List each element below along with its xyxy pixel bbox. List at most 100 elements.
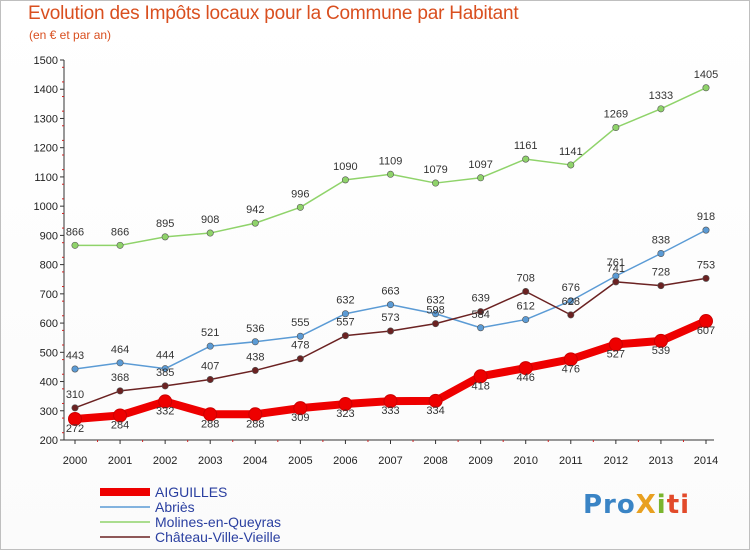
data-label: 1333 [649, 90, 673, 102]
data-label: 676 [562, 282, 580, 294]
data-label: 612 [517, 301, 535, 313]
data-point [116, 387, 124, 395]
x-tick-label: 2004 [243, 455, 267, 467]
data-label: 334 [426, 405, 444, 417]
data-point [296, 332, 304, 340]
x-tick-label: 2010 [513, 455, 537, 467]
data-point [477, 324, 485, 332]
data-point [702, 274, 710, 282]
data-label: 918 [697, 211, 715, 223]
legend: AIGUILLESAbrièsMolines-en-QueyrasChâteau… [100, 484, 281, 545]
data-label: 323 [336, 408, 354, 420]
x-tick-label: 2000 [63, 455, 87, 467]
data-label: 539 [652, 345, 670, 357]
data-point [522, 316, 530, 324]
legend-label: Molines-en-Queyras [155, 514, 281, 530]
data-label: 407 [201, 360, 219, 372]
x-tick-label: 2012 [604, 455, 628, 467]
data-label: 1161 [514, 140, 538, 152]
data-point [522, 288, 530, 296]
data-label: 1090 [333, 161, 357, 173]
x-tick-label: 2013 [649, 455, 673, 467]
data-label: 1109 [379, 155, 403, 167]
data-label: 438 [246, 351, 264, 363]
data-label: 866 [111, 226, 129, 238]
data-label: 908 [201, 214, 219, 226]
x-tick-label: 2007 [378, 455, 402, 467]
data-point [68, 411, 82, 426]
data-label: 536 [246, 323, 264, 335]
proxiti-logo: ProXiti [583, 490, 690, 520]
data-label: 272 [66, 423, 84, 435]
x-tick-label: 2008 [423, 455, 447, 467]
y-tick-label: 300 [40, 406, 58, 418]
y-tick-label: 600 [40, 318, 58, 330]
data-label: 996 [291, 188, 309, 200]
data-label: 288 [201, 418, 219, 430]
data-label: 1269 [604, 109, 628, 121]
data-label: 708 [517, 273, 535, 285]
data-label: 476 [562, 363, 580, 375]
data-label: 895 [156, 218, 174, 230]
data-point [113, 408, 128, 423]
data-point [71, 404, 79, 412]
data-point [251, 219, 259, 227]
data-point [657, 105, 665, 113]
data-label: 309 [291, 412, 309, 424]
data-label: 1079 [423, 164, 447, 176]
axes: 200 300 400 500 600 700 800 900 1000 1100 1200 1300… [34, 55, 719, 467]
chart-title: Evolution des Impôts locaux pour la Comm… [28, 3, 519, 24]
data-point [699, 314, 713, 329]
data-label: 332 [156, 405, 174, 417]
data-label: 753 [697, 259, 715, 271]
data-label: 464 [111, 344, 129, 356]
data-label: 866 [66, 226, 84, 238]
data-label: 663 [381, 286, 399, 298]
data-point [653, 333, 668, 348]
data-point [206, 229, 214, 237]
y-tick-label: 1300 [34, 113, 58, 125]
data-point [116, 359, 124, 367]
data-point [477, 174, 485, 182]
y-tick-label: 1100 [34, 172, 58, 184]
data-label: 443 [66, 350, 84, 362]
data-label: 521 [201, 327, 219, 339]
x-tick-label: 2001 [108, 455, 132, 467]
data-label: 478 [291, 340, 309, 352]
data-point [383, 394, 398, 409]
data-label: 444 [156, 350, 174, 362]
data-label: 557 [336, 317, 354, 329]
data-label: 598 [426, 305, 444, 317]
data-point [567, 311, 575, 319]
data-point [432, 179, 440, 187]
data-label: 284 [111, 419, 129, 431]
data-point [341, 176, 349, 184]
y-tick-label: 900 [40, 230, 58, 242]
data-label: 527 [607, 348, 625, 360]
data-point [567, 161, 575, 169]
data-label: 385 [156, 367, 174, 379]
y-tick-label: 1000 [34, 201, 58, 213]
data-point [203, 407, 218, 422]
series-layer [68, 84, 713, 426]
data-point [612, 278, 620, 286]
data-point [338, 397, 353, 412]
data-point [251, 338, 259, 346]
data-labels: 866 866 895 908 942 996 1090 1109 1079 1097 1161 11… [66, 69, 718, 435]
data-label: 628 [562, 296, 580, 308]
data-point [432, 310, 440, 318]
chart-subtitle: (en € et par an) [29, 28, 112, 42]
data-label: 632 [426, 295, 444, 307]
y-tick-label: 700 [40, 289, 58, 301]
data-point [71, 365, 79, 373]
logo-part: ti [666, 490, 691, 520]
data-point [428, 393, 443, 408]
logo-part: X [635, 490, 657, 520]
data-label: 573 [381, 312, 399, 324]
x-tick-label: 2011 [559, 455, 583, 467]
data-point [341, 310, 349, 318]
data-label: 418 [471, 380, 489, 392]
data-point [161, 233, 169, 241]
